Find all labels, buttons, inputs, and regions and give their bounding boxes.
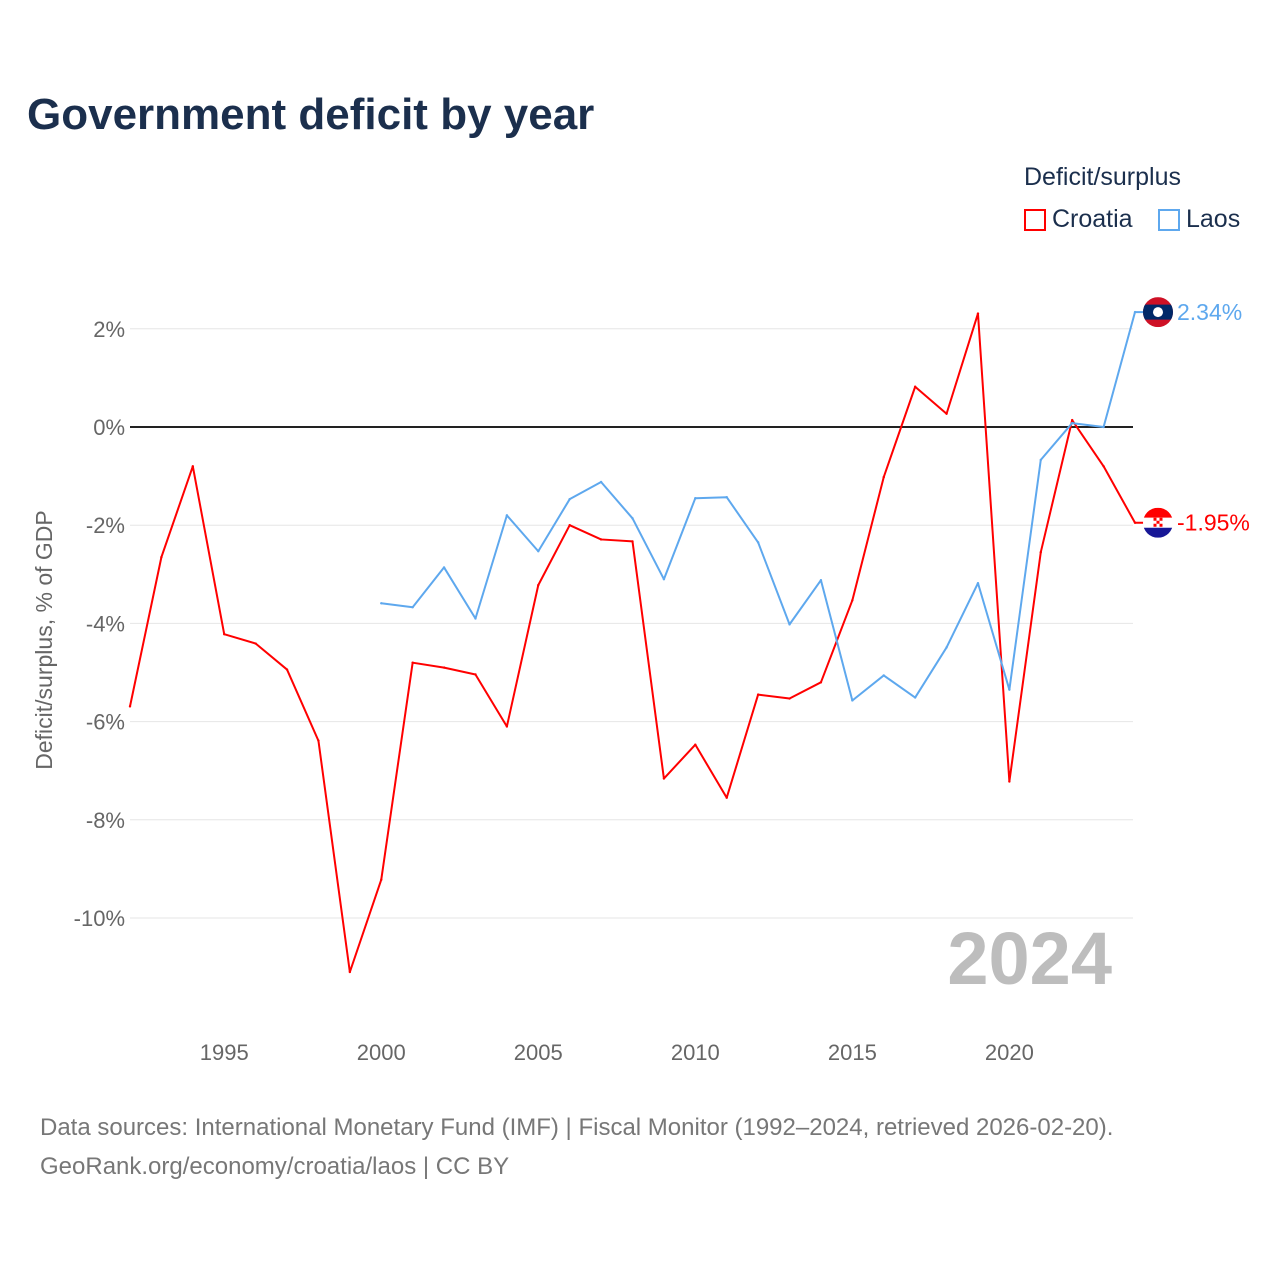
y-axis-label: Deficit/surplus, % of GDP xyxy=(31,510,57,769)
data-point-laos xyxy=(788,623,791,626)
data-point-laos xyxy=(1102,425,1105,429)
data-point-laos xyxy=(819,578,823,582)
legend-label: Croatia xyxy=(1052,205,1133,233)
data-point-croatia xyxy=(1008,780,1011,783)
data-point-laos xyxy=(851,699,854,702)
x-tick-label: 2005 xyxy=(514,1040,563,1065)
x-tick-label: 2015 xyxy=(828,1040,877,1065)
series-line-laos xyxy=(381,311,1136,702)
y-tick-label: -4% xyxy=(86,611,125,636)
data-point-croatia xyxy=(568,524,571,527)
data-point-croatia xyxy=(348,970,352,974)
data-point-croatia xyxy=(254,642,257,645)
x-tick-label: 2020 xyxy=(985,1040,1034,1065)
data-point-laos xyxy=(380,602,383,605)
y-tick-label: -10% xyxy=(74,906,125,931)
data-point-laos xyxy=(662,578,666,581)
croatia-flag-icon xyxy=(1143,507,1173,538)
data-point-laos xyxy=(1070,421,1074,425)
x-tick-label: 1995 xyxy=(200,1040,249,1065)
year-watermark: 2024 xyxy=(947,917,1112,1000)
data-point-croatia xyxy=(599,538,603,541)
legend-swatch-croatia xyxy=(1024,208,1046,231)
data-point-laos xyxy=(442,566,446,569)
attribution-line[interactable]: GeoRank.org/economy/croatia/laos | CC BY xyxy=(40,1153,510,1180)
chart-title: Government deficit by year xyxy=(27,90,595,139)
end-value-label-laos: 2.34% xyxy=(1177,299,1242,325)
data-point-laos xyxy=(411,605,414,609)
data-point-laos xyxy=(725,496,728,499)
data-point-croatia xyxy=(788,697,791,700)
data-point-laos xyxy=(882,674,885,677)
x-tick-label: 2010 xyxy=(671,1040,720,1065)
data-point-croatia xyxy=(537,583,540,587)
legend-item-croatia[interactable]: Croatia xyxy=(1024,205,1133,234)
data-point-croatia xyxy=(317,739,320,742)
data-point-croatia xyxy=(128,705,132,708)
legend-title: Deficit/surplus xyxy=(1024,163,1181,191)
y-tick-label: -8% xyxy=(86,808,125,833)
data-point-croatia xyxy=(725,796,728,799)
data-point-croatia xyxy=(756,693,760,696)
y-tick-label: -6% xyxy=(86,710,125,735)
data-point-laos xyxy=(1039,458,1042,462)
y-tick-label: -2% xyxy=(86,513,125,538)
data-point-croatia xyxy=(882,475,885,479)
data-point-laos xyxy=(756,541,760,544)
data-point-croatia xyxy=(694,743,697,746)
laos-flag-icon xyxy=(1143,297,1173,328)
data-point-laos xyxy=(913,696,917,699)
series-line-croatia xyxy=(129,312,1136,974)
data-point-laos xyxy=(599,480,603,484)
data-point-croatia xyxy=(945,412,948,415)
y-tick-label: 2% xyxy=(93,317,125,342)
data-point-croatia xyxy=(1102,465,1105,468)
data-point-laos xyxy=(694,496,697,500)
data-point-croatia xyxy=(819,681,823,684)
data-point-croatia xyxy=(442,666,446,669)
data-point-croatia xyxy=(223,633,226,636)
y-tick-label: 0% xyxy=(93,415,125,440)
legend-swatch-laos xyxy=(1158,208,1180,231)
data-point-croatia xyxy=(913,385,917,388)
data-point-croatia xyxy=(631,540,634,543)
data-point-croatia xyxy=(160,555,163,559)
source-line: Data sources: International Monetary Fun… xyxy=(40,1114,1114,1141)
data-point-croatia xyxy=(1039,551,1042,554)
data-point-laos xyxy=(976,581,980,585)
data-point-croatia xyxy=(1070,418,1074,422)
data-point-croatia xyxy=(662,777,666,780)
data-point-laos xyxy=(568,497,571,501)
data-point-croatia xyxy=(191,465,195,468)
data-point-laos xyxy=(505,514,509,517)
data-point-laos xyxy=(537,550,540,553)
end-value-label-croatia: -1.95% xyxy=(1177,510,1250,536)
data-point-croatia xyxy=(976,312,980,315)
footer-sources: Data sources: International Monetary Fun… xyxy=(40,1108,1113,1186)
data-point-croatia xyxy=(285,668,289,671)
data-point-croatia xyxy=(851,599,854,602)
x-tick-label: 2000 xyxy=(357,1040,406,1065)
data-point-laos xyxy=(1008,688,1011,691)
legend-label: Laos xyxy=(1186,205,1241,233)
data-point-laos xyxy=(945,646,948,649)
data-point-croatia xyxy=(411,661,414,664)
data-point-croatia xyxy=(380,878,383,881)
data-point-laos xyxy=(631,517,634,520)
data-point-croatia xyxy=(505,725,509,728)
data-point-croatia xyxy=(474,673,477,676)
data-point-laos xyxy=(474,617,477,620)
legend-item-laos[interactable]: Laos xyxy=(1158,205,1240,234)
